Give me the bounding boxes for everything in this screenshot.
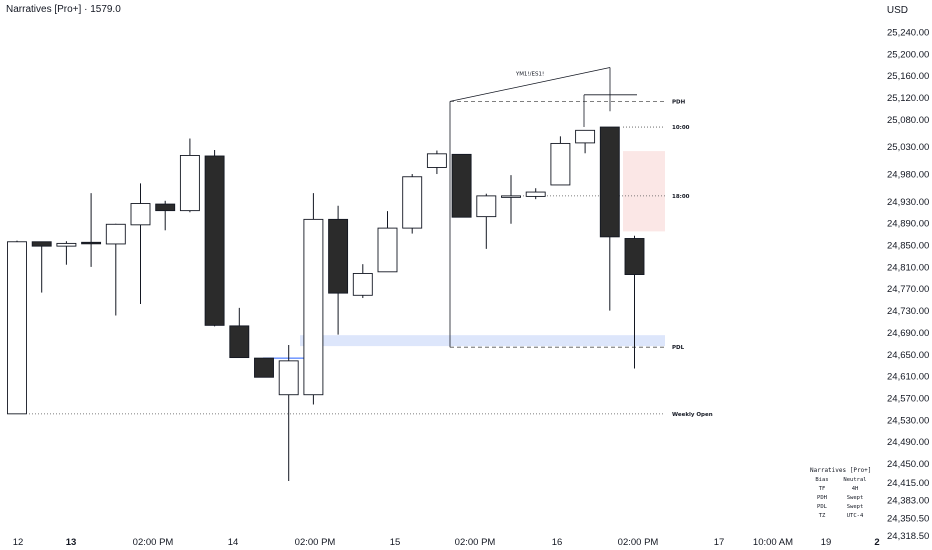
price-tick-label: 25,120.00 (887, 93, 929, 104)
price-tick-label: 24,850.00 (887, 241, 929, 252)
candle-body (328, 218, 349, 294)
chart-title: Narratives [Pro+] · 1579.0 (6, 4, 121, 15)
time-tick-label: 12 (13, 537, 24, 548)
candle-body (426, 153, 447, 168)
candle-body (451, 153, 472, 218)
price-tick-label: 24,383.00 (887, 496, 929, 507)
candle-body (254, 357, 274, 378)
candle-body (278, 360, 299, 396)
price-tick-label: 24,890.00 (887, 219, 929, 230)
level-label: Weekly Open (672, 412, 713, 418)
smt-line (449, 67, 611, 102)
candle-body (130, 203, 151, 226)
candle-body (229, 325, 250, 359)
price-tick-label: 24,570.00 (887, 393, 929, 404)
price-tick-label: 25,160.00 (887, 71, 929, 82)
candle-body (105, 223, 126, 245)
time-tick-label: 2 (874, 537, 879, 548)
price-tick-label: 25,080.00 (887, 115, 929, 126)
price-tick-label: 24,415.00 (887, 478, 929, 489)
level-label: PDH (672, 99, 686, 105)
currency-label[interactable]: USD (886, 5, 908, 16)
candle-body (550, 142, 571, 186)
candle-body (81, 241, 102, 245)
fvg-zone-bearish (623, 151, 665, 232)
panel-value: Swept (846, 495, 864, 501)
price-tick-label: 24,450.00 (887, 459, 929, 470)
candle-body (155, 203, 176, 212)
price-tick-label: 24,690.00 (887, 328, 929, 339)
panel-key: Bias (815, 477, 829, 483)
price-tick-label: 25,240.00 (887, 28, 929, 39)
candle-body (303, 218, 324, 396)
price-axis: 25,240.00 25,200.00 25,160.00 25,120.00 25,0… (887, 28, 929, 542)
candle-layer (7, 126, 645, 482)
price-tick-label: 24,810.00 (887, 262, 929, 273)
candle-body (352, 272, 373, 296)
price-tick-label: 24,930.00 (887, 197, 929, 208)
candle-body (56, 242, 77, 247)
time-tick-label: 17 (714, 537, 725, 548)
time-axis: 12 13 02:00 PM 14 02:00 PM 15 02:00 PM 16 02:00 … (13, 537, 880, 548)
candle-body (525, 191, 546, 197)
annotation-layer: YM1!/ES1! (515, 72, 544, 78)
panel-value: Neutral (843, 477, 867, 483)
time-tick-label: 10:00 AM (753, 537, 793, 548)
panel-value: 4H (851, 486, 859, 492)
price-tick-label: 24,730.00 (887, 306, 929, 317)
time-tick-label: 15 (390, 537, 401, 548)
time-tick-label: 02:00 PM (295, 537, 336, 548)
candle-body (501, 195, 521, 198)
time-tick-label: 16 (552, 537, 563, 548)
price-tick-label: 24,490.00 (887, 437, 929, 448)
time-tick-label: 02:00 PM (455, 537, 496, 548)
time-tick-label: 02:00 PM (618, 537, 659, 548)
candle-body (204, 155, 225, 326)
candle-body (575, 129, 596, 144)
price-tick-label: 25,200.00 (887, 49, 929, 60)
candle-body (402, 176, 423, 229)
panel-row: TF 4H (810, 486, 876, 495)
candle-body (31, 241, 52, 247)
candle-body (599, 126, 620, 238)
time-tick-label: 13 (66, 537, 77, 548)
price-tick-label: 24,610.00 (887, 372, 929, 383)
panel-row: TZ UTC-4 (810, 513, 876, 522)
panel-key: PDL (817, 504, 827, 510)
panel-value: Swept (846, 504, 864, 510)
candle-body (179, 155, 200, 212)
smt-annotation: YM1!/ES1! (515, 72, 544, 78)
panel-row: Bias Neutral (810, 477, 876, 486)
candle-body (377, 227, 398, 273)
panel-header: Narratives [Pro+] (810, 467, 872, 474)
price-tick-label: 24,980.00 (887, 170, 929, 181)
price-tick-label: 25,030.00 (887, 142, 929, 153)
candle-body (624, 238, 645, 275)
time-tick-label: 14 (228, 537, 239, 548)
panel-key: PDH (817, 495, 827, 501)
level-label: 18:00 (672, 194, 690, 200)
panel-table: Bias Neutral TF 4H PDH Swept PDL Swept TZ UTC-4 (810, 477, 876, 522)
fvg-zone-bullish (300, 335, 665, 347)
panel-value: UTC-4 (846, 513, 864, 519)
price-tick-label: 24,350.50 (887, 513, 929, 524)
panel-key: TZ (818, 513, 826, 519)
candle-body (7, 241, 27, 415)
price-tick-label: 24,650.00 (887, 350, 929, 361)
candle-body (476, 195, 497, 218)
level-label: 10:00 (672, 125, 690, 131)
time-tick-label: 19 (821, 537, 832, 548)
panel-row: PDL Swept (810, 504, 876, 513)
time-tick-label: 02:00 PM (133, 537, 174, 548)
price-tick-label: 24,770.00 (887, 284, 929, 295)
panel-key: TF (818, 486, 826, 492)
price-tick-label: 24,318.50 (887, 531, 929, 542)
panel-row: PDH Swept (810, 495, 876, 504)
fvg-layer (300, 151, 665, 347)
narratives-panel: Narratives [Pro+] Bias Neutral TF 4H PDH Swep… (810, 467, 876, 522)
level-label: PDL (672, 345, 685, 351)
price-tick-label: 24,530.00 (887, 415, 929, 426)
